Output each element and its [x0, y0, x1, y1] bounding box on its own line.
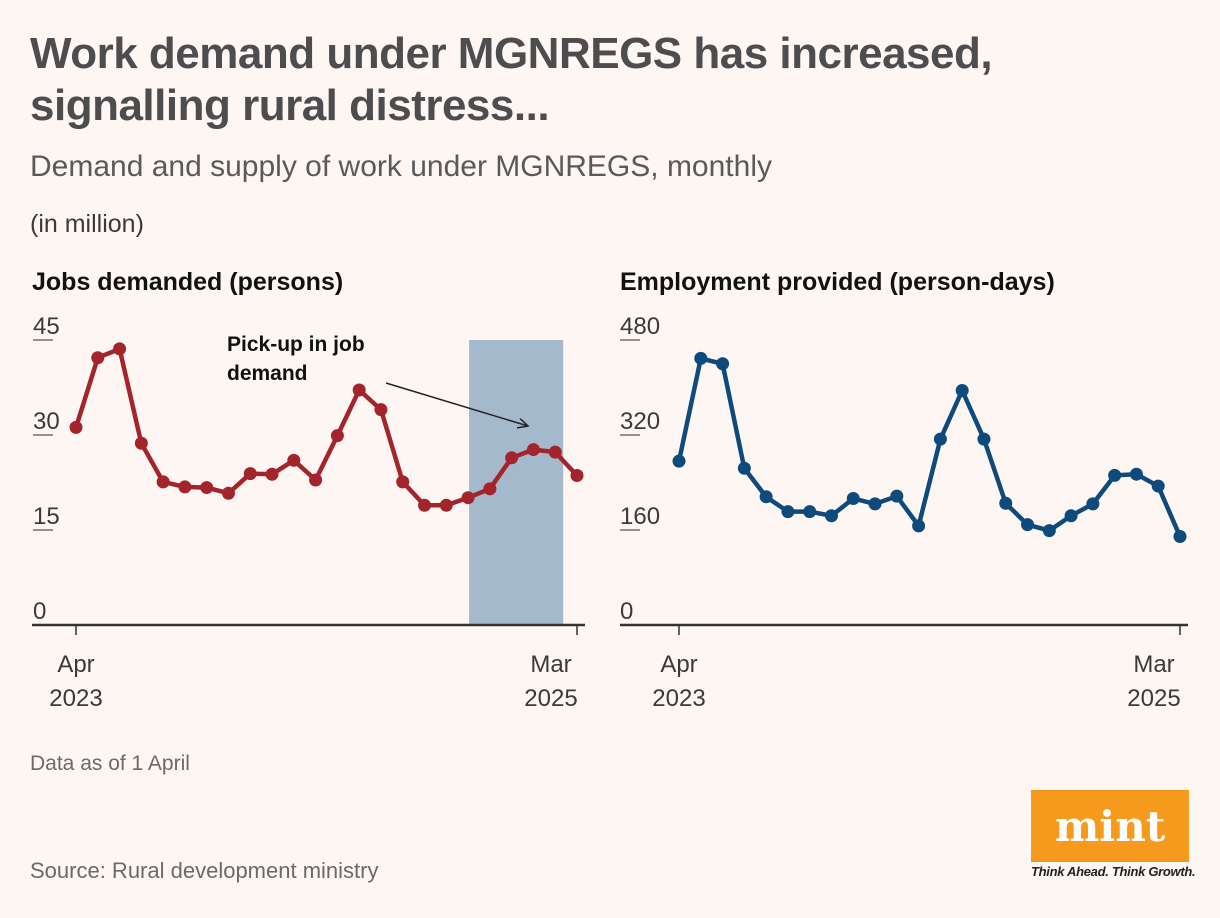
panel1-data-point — [461, 491, 475, 505]
panel1-data-point — [505, 451, 519, 465]
panel2-title: Employment provided (person-days) — [620, 268, 1055, 296]
panel2-x-start-label: Apr — [660, 651, 697, 678]
panel1-highlight-band — [469, 340, 564, 625]
panel1-x-start-label: 2023 — [49, 685, 102, 712]
unit-note: (in million) — [30, 210, 144, 238]
panel1-data-point — [156, 475, 170, 489]
panel2-data-point — [846, 492, 860, 506]
panel2-data-point — [955, 383, 969, 397]
panel1-data-point — [113, 342, 127, 356]
panel2-series-line — [676, 356, 1183, 538]
panel1-ytick-label: 30 — [33, 408, 60, 435]
panel2-data-point — [977, 432, 991, 446]
panel2-x-start-label: 2023 — [652, 685, 705, 712]
panel1-data-point — [483, 482, 497, 496]
panel1-data-point — [570, 469, 584, 483]
panel1-ytick-label: 0 — [33, 598, 46, 625]
panel2-data-point — [868, 497, 882, 511]
panel1-data-point — [330, 429, 344, 443]
panel1-annotation-text: Pick-up in job — [227, 333, 365, 356]
source-note: Source: Rural development ministry — [30, 858, 379, 883]
panel1-title: Jobs demanded (persons) — [32, 268, 343, 296]
panel2-data-point — [1151, 479, 1165, 493]
panel2-data-point — [694, 351, 708, 365]
panel1-data-point — [221, 486, 235, 500]
panel2-data-point — [1021, 518, 1035, 532]
panel1-data-point — [200, 481, 214, 495]
panel2-data-point — [999, 496, 1013, 510]
panel2-x-end-label: 2025 — [1127, 685, 1180, 712]
panel1-data-point — [69, 420, 83, 434]
panel1-ytick-label: 45 — [33, 313, 60, 340]
panel2-ytick-label: 320 — [620, 408, 660, 435]
panel1-data-point — [178, 480, 192, 494]
panel1-data-point — [396, 475, 410, 489]
panel1-data-point — [309, 473, 323, 487]
panel1-annotation-arrow — [385, 382, 528, 426]
panel1-data-point — [352, 383, 366, 397]
panel2-data-point — [1173, 530, 1187, 544]
panel1-data-point — [265, 467, 279, 481]
panel1-data-point — [134, 436, 148, 450]
panel1-data-point — [548, 445, 562, 459]
chart-title: Work demand under MGNREGS has increased,… — [30, 29, 993, 130]
panel1-data-point — [439, 498, 453, 512]
panel2-ytick-label: 0 — [620, 598, 633, 625]
panel1-ytick-label: 15 — [33, 503, 60, 530]
panel2-data-point — [1129, 467, 1143, 481]
panel2-data-point — [824, 509, 838, 523]
panel2-data-point — [716, 357, 730, 371]
panel1-data-point — [243, 467, 257, 481]
panel2-x-end-label: Mar — [1133, 651, 1174, 678]
panel2-data-point — [1108, 468, 1122, 482]
panel1-x-end-label: 2025 — [524, 685, 577, 712]
panel1-x-start-label: Apr — [57, 651, 94, 678]
panel1-annotation-text: demand — [227, 362, 308, 385]
panel2-data-point — [737, 461, 751, 475]
panel2-data-point — [672, 454, 686, 468]
panel1-data-point — [374, 403, 388, 417]
mint-logo: mint — [1031, 790, 1189, 862]
panel2-data-point — [1086, 497, 1100, 511]
panel2-data-point — [781, 505, 795, 519]
panel2-data-point — [759, 490, 773, 504]
panel2-data-point — [890, 489, 904, 503]
chart-subtitle: Demand and supply of work under MGNREGS,… — [30, 150, 772, 183]
data-note: Data as of 1 April — [30, 752, 190, 775]
panel2-data-point — [1064, 509, 1078, 523]
panel2-data-point — [933, 432, 947, 446]
panel2-ytick-label: 480 — [620, 313, 660, 340]
panel1-data-point — [526, 443, 540, 457]
charts-area: Jobs demanded (persons) 0 15 30 45 Apr 2023 Mar… — [32, 268, 1188, 712]
panel1-x-end-label: Mar — [530, 651, 571, 678]
panel1-data-point — [287, 453, 301, 467]
panel2-data-point — [803, 505, 817, 519]
logo-tagline: Think Ahead. Think Growth. — [1031, 864, 1196, 879]
panel2-ytick-label: 160 — [620, 503, 660, 530]
panel2-data-point — [1042, 524, 1056, 538]
panel1-data-point — [91, 351, 105, 365]
panel2-data-point — [912, 519, 926, 533]
panel1-data-point — [418, 498, 432, 512]
